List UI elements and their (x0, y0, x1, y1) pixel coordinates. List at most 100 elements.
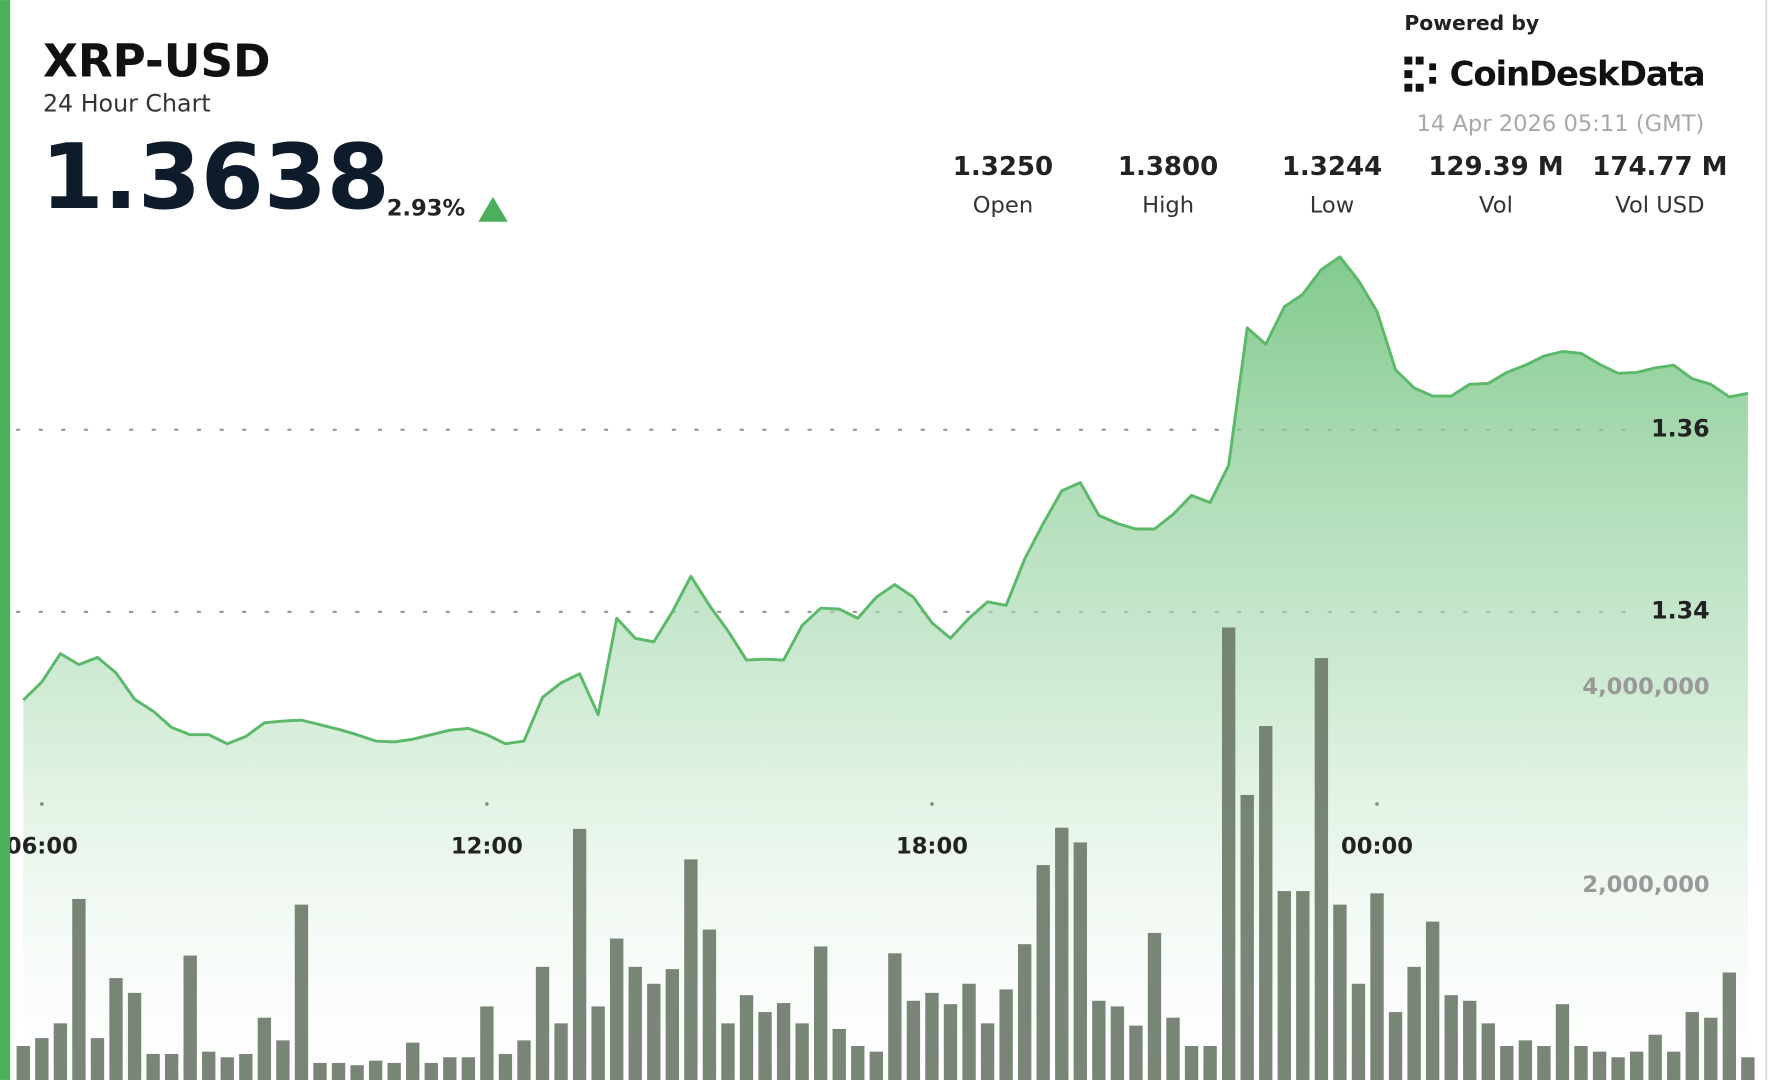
volume-bar (1722, 972, 1737, 1080)
volume-bar (1259, 725, 1273, 1080)
volume-bar (1351, 983, 1366, 1080)
volume-bar (127, 992, 142, 1080)
volume-bar (832, 1028, 846, 1080)
plot-area: 1.34 1.36 2,000,000 4,000,000 06:00 12:00 18:0… (6, 255, 1755, 1080)
volume-bar (1555, 1004, 1570, 1080)
timestamp: 14 Apr 2026 05:11 (GMT) (1417, 111, 1705, 137)
volume-bar (888, 953, 902, 1080)
volume-bar (1240, 794, 1254, 1080)
volume-bar (1463, 1000, 1477, 1080)
stat-label: Vol USD (1615, 192, 1704, 218)
volume-bar (980, 1023, 995, 1080)
volume-bar (572, 828, 587, 1080)
volume-bar (53, 1023, 68, 1080)
volume-bar (72, 898, 86, 1080)
x-tick-label: 18:00 (896, 833, 968, 859)
volume-bar (1685, 1012, 1699, 1080)
volume-bar (1407, 966, 1421, 1080)
volume-bar (387, 1062, 401, 1080)
volume-bar (1592, 1051, 1607, 1080)
volume-bars (16, 627, 1755, 1080)
volume-bar (480, 1006, 494, 1080)
volume-bar (962, 983, 976, 1080)
volume-bar (1314, 658, 1329, 1080)
volume-bar (1277, 891, 1291, 1080)
volume-bar (239, 1053, 253, 1080)
x-tick-label: 06:00 (6, 833, 78, 859)
volume-bar (90, 1038, 105, 1080)
y2-tick-label: 4,000,000 (1582, 674, 1709, 700)
volume-bar (535, 966, 550, 1080)
volume-bar (925, 992, 939, 1080)
volume-bar (851, 1046, 865, 1080)
stat-value: 1.3250 (953, 152, 1053, 182)
stat-value: 129.39 M (1428, 152, 1563, 182)
volume-bar (1667, 1051, 1681, 1080)
volume-bar (183, 955, 197, 1080)
volume-bar (313, 1062, 327, 1080)
volume-bar (1147, 932, 1162, 1080)
y2-tick-label: 2,000,000 (1582, 872, 1709, 898)
volume-bar (554, 1023, 568, 1080)
volume-bar (1221, 627, 1236, 1080)
volume-bar (368, 1060, 383, 1080)
volume-bar (406, 1042, 420, 1080)
volume-bar (1574, 1046, 1588, 1080)
volume-bar (220, 1057, 234, 1080)
brand-name: CoinDesk Data (1450, 54, 1705, 93)
volume-bar (517, 1040, 531, 1080)
volume-bar (1648, 1034, 1662, 1080)
volume-bar (1036, 865, 1050, 1080)
stats: 1.3250 Open 1.3800 High 1.3244 Low 129.39 M Vol… (953, 152, 1728, 218)
up-arrow (478, 196, 508, 222)
volume-bar (35, 1038, 49, 1080)
volume-bar (869, 1051, 883, 1080)
price-line-group (22, 255, 1749, 746)
volume-bar (202, 1051, 216, 1080)
volume-bar (498, 1053, 513, 1080)
volume-bar (665, 969, 680, 1080)
volume-bar (1370, 893, 1384, 1080)
volume-bar (776, 1003, 791, 1080)
brand-logo (1404, 56, 1437, 92)
volume-bar (1481, 1023, 1495, 1080)
y-tick-label: 1.36 (1651, 414, 1710, 442)
chart-subtitle: 24 Hour Chart (43, 90, 211, 118)
volume-bar (1629, 1051, 1644, 1080)
x-tick-label: 12:00 (451, 833, 523, 859)
volume-bar (999, 989, 1013, 1080)
price-change: 2.93% (387, 196, 465, 222)
current-price: 1.3638 (41, 125, 390, 230)
volume-bar (1166, 1017, 1180, 1080)
volume-bar (758, 1012, 772, 1080)
volume-bar (257, 1017, 272, 1080)
volume-bar (647, 983, 661, 1080)
volume-bar (1055, 827, 1069, 1080)
volume-bar (1092, 1000, 1106, 1080)
stat-label: Open (973, 192, 1033, 218)
price-line (22, 255, 1749, 746)
volume-bar (1500, 1046, 1514, 1080)
x-tick-label: 00:00 (1341, 833, 1413, 859)
volume-bar (146, 1053, 160, 1080)
volume-bar (1425, 921, 1440, 1080)
volume-bar (1203, 1046, 1217, 1080)
volume-bar (1073, 842, 1087, 1080)
volume-bar (591, 1006, 605, 1080)
volume-bar (1184, 1046, 1199, 1080)
volume-bar (628, 966, 642, 1080)
volume-bar (331, 1062, 346, 1080)
volume-bar (739, 995, 754, 1080)
volume-bar (443, 1057, 457, 1080)
stat-value: 1.3244 (1282, 152, 1382, 182)
volume-bar (424, 1062, 438, 1080)
volume-bar (684, 859, 698, 1080)
stat-value: 174.77 M (1592, 152, 1727, 182)
stat-label: Vol (1479, 192, 1513, 218)
powered-by: Powered by (1404, 11, 1539, 35)
stat-label: Low (1310, 192, 1355, 218)
volume-bar (1388, 1012, 1403, 1080)
y-tick-label: 1.34 (1651, 596, 1710, 624)
volume-bar (943, 1004, 958, 1080)
